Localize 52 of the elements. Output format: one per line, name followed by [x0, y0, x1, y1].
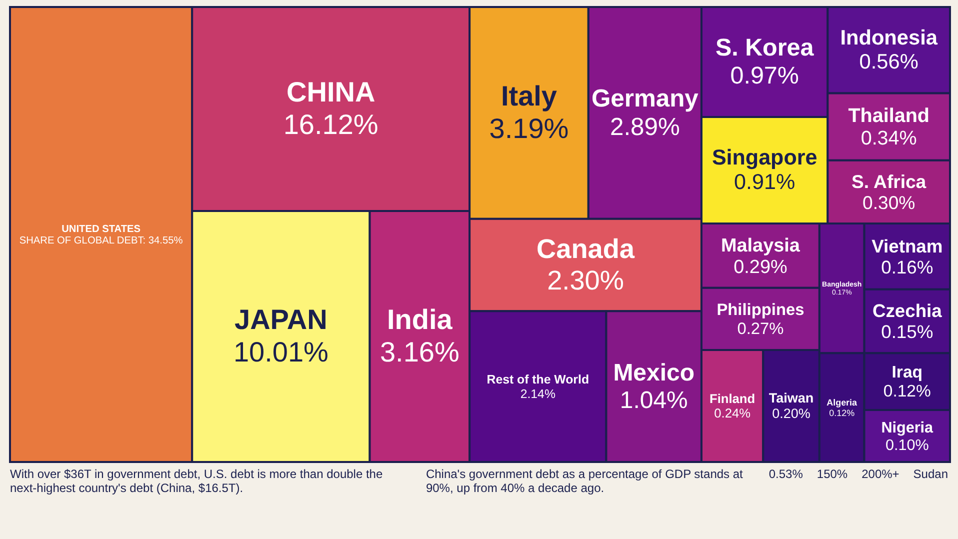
category-label: Italy: [500, 80, 558, 112]
text: With over $36T in government debt, U.S. debt is more than double the next-highest country's debt (China, $16.5T).: [10, 467, 384, 495]
data-label: 0.34%: [860, 128, 917, 150]
category-label: Czechia: [872, 300, 943, 322]
text: Sudan: [913, 467, 948, 483]
category-label: CHINA: [286, 76, 376, 108]
category-label: India: [386, 304, 453, 336]
data-label: 10.01%: [233, 336, 328, 368]
data-label: 0.15%: [881, 321, 934, 342]
data-label: 3.19%: [489, 112, 569, 144]
category-label: Finland: [710, 390, 756, 406]
data-label: 0.56%: [859, 50, 918, 74]
data-label: 0.97%: [730, 62, 799, 90]
text: 0.53%: [768, 467, 803, 483]
text: China's government debt as a percentage of GDP stands at 90%, up from 40% a decade ago.: [426, 467, 744, 495]
data-label: 2.89%: [610, 114, 680, 141]
data-label: 0.27%: [737, 320, 784, 338]
data-label: 1.04%: [620, 386, 688, 414]
category-label: Taiwan: [768, 390, 814, 406]
category-label: Singapore: [712, 145, 818, 170]
category-label: Mexico: [613, 359, 695, 386]
category-label: Malaysia: [721, 235, 800, 256]
category-label: JAPAN: [234, 304, 328, 336]
data-label: SHARE OF GLOBAL DEBT: 34.55%: [19, 236, 183, 247]
data-label: 3.16%: [380, 336, 460, 368]
category-label: Vietnam: [872, 235, 943, 256]
data-label: 0.30%: [862, 192, 916, 214]
data-label: 16.12%: [283, 108, 378, 140]
data-label: 2.14%: [520, 386, 556, 401]
data-label: 0.10%: [885, 437, 930, 454]
data-label: 0.20%: [772, 406, 810, 422]
data-label: 0.91%: [734, 170, 796, 194]
data-label: 0.24%: [714, 406, 750, 421]
category-label: Germany: [591, 85, 699, 112]
category-label: Iraq: [892, 362, 922, 382]
category-label: Rest of the World: [486, 372, 590, 387]
data-label: 0.12%: [829, 408, 855, 418]
category-label: S. Africa: [852, 170, 927, 192]
category-label: Thailand: [848, 104, 930, 127]
data-label: 0.16%: [881, 256, 934, 278]
category-label: Nigeria: [881, 420, 934, 437]
text: 150%: [816, 467, 848, 483]
category-label: Canada: [536, 233, 636, 264]
category-label: UNITED STATES: [62, 224, 141, 235]
category-label: Algeria: [826, 398, 858, 408]
data-label: 0.12%: [883, 382, 931, 401]
data-label: 0.29%: [734, 257, 788, 278]
category-label: Indonesia: [840, 26, 938, 50]
category-label: Philippines: [716, 300, 804, 319]
text: 200%+: [862, 467, 900, 483]
category-label: S. Korea: [715, 34, 814, 62]
data-label: 2.30%: [547, 264, 624, 296]
